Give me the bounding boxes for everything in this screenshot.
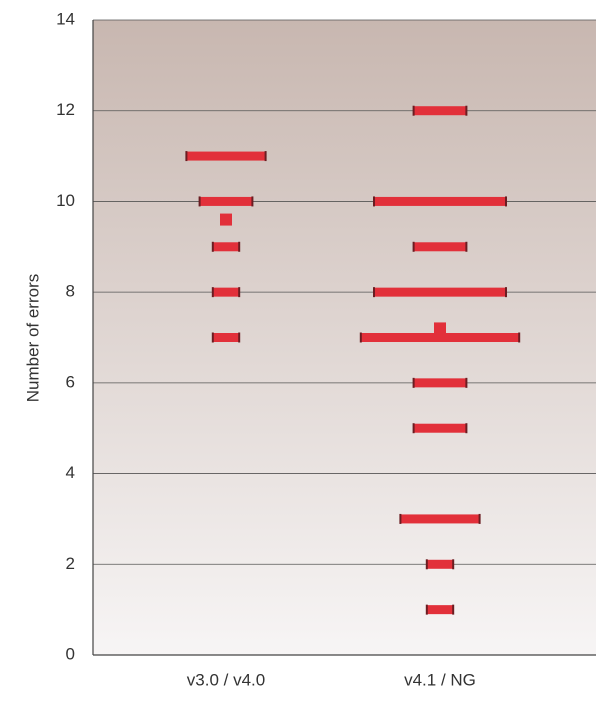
bar-cap (465, 241, 468, 252)
count-bar (400, 514, 480, 524)
plot-area (93, 20, 596, 655)
bar-cap (412, 241, 415, 252)
count-bar (413, 242, 467, 252)
bar-cap (198, 196, 201, 207)
bar-cap (518, 332, 521, 343)
bar-cap (251, 196, 254, 207)
count-bar (212, 287, 240, 297)
bar-cap (238, 287, 241, 298)
count-bar (426, 605, 454, 615)
count-bar (212, 333, 240, 342)
y-axis-label: Number of errors (23, 274, 42, 402)
count-bar (426, 559, 454, 569)
bar-cap (505, 287, 507, 298)
y-tick-label: 10 (56, 191, 75, 210)
bar-cap (373, 196, 375, 207)
y-tick-label: 2 (66, 554, 75, 573)
count-bar (360, 333, 520, 342)
count-bar (374, 287, 506, 297)
bar-cap (211, 241, 214, 252)
count-bar (374, 196, 506, 206)
bar-cap (412, 377, 415, 388)
bar-cap (211, 287, 214, 298)
bar-cap (465, 377, 468, 388)
bar-cap (399, 513, 402, 524)
count-bar (212, 242, 240, 252)
bar-cap (465, 423, 468, 434)
x-tick-label: v3.0 / v4.0 (187, 670, 265, 689)
bar-cap (412, 105, 415, 116)
count-bar (199, 196, 253, 206)
bar-cap (359, 332, 362, 343)
y-tick-label: 14 (56, 9, 75, 28)
y-tick-label: 4 (66, 463, 75, 482)
bar-cap (211, 332, 214, 343)
bar-cap (412, 423, 415, 434)
bar-cap (373, 287, 375, 298)
y-tick-label: 8 (66, 282, 75, 301)
bar-cap (452, 559, 455, 570)
bar-cap (238, 332, 241, 343)
mean-marker (220, 213, 232, 226)
bar-cap (425, 604, 428, 615)
count-bar (413, 378, 467, 388)
count-bar (413, 106, 467, 116)
x-tick-label: v4.1 / NG (404, 670, 476, 689)
y-tick-label: 12 (56, 100, 75, 119)
bar-cap (425, 559, 428, 570)
bar-cap (478, 513, 481, 524)
y-tick-label: 6 (66, 372, 75, 391)
bar-cap (238, 241, 241, 252)
mean-marker (434, 322, 446, 335)
count-bar (413, 423, 467, 433)
bar-cap (505, 196, 507, 207)
y-tick-label: 0 (66, 644, 75, 663)
bar-cap (264, 151, 267, 162)
count-bar (186, 151, 266, 161)
bar-cap (185, 151, 188, 162)
bar-cap (452, 604, 455, 615)
bar-cap (465, 105, 468, 116)
